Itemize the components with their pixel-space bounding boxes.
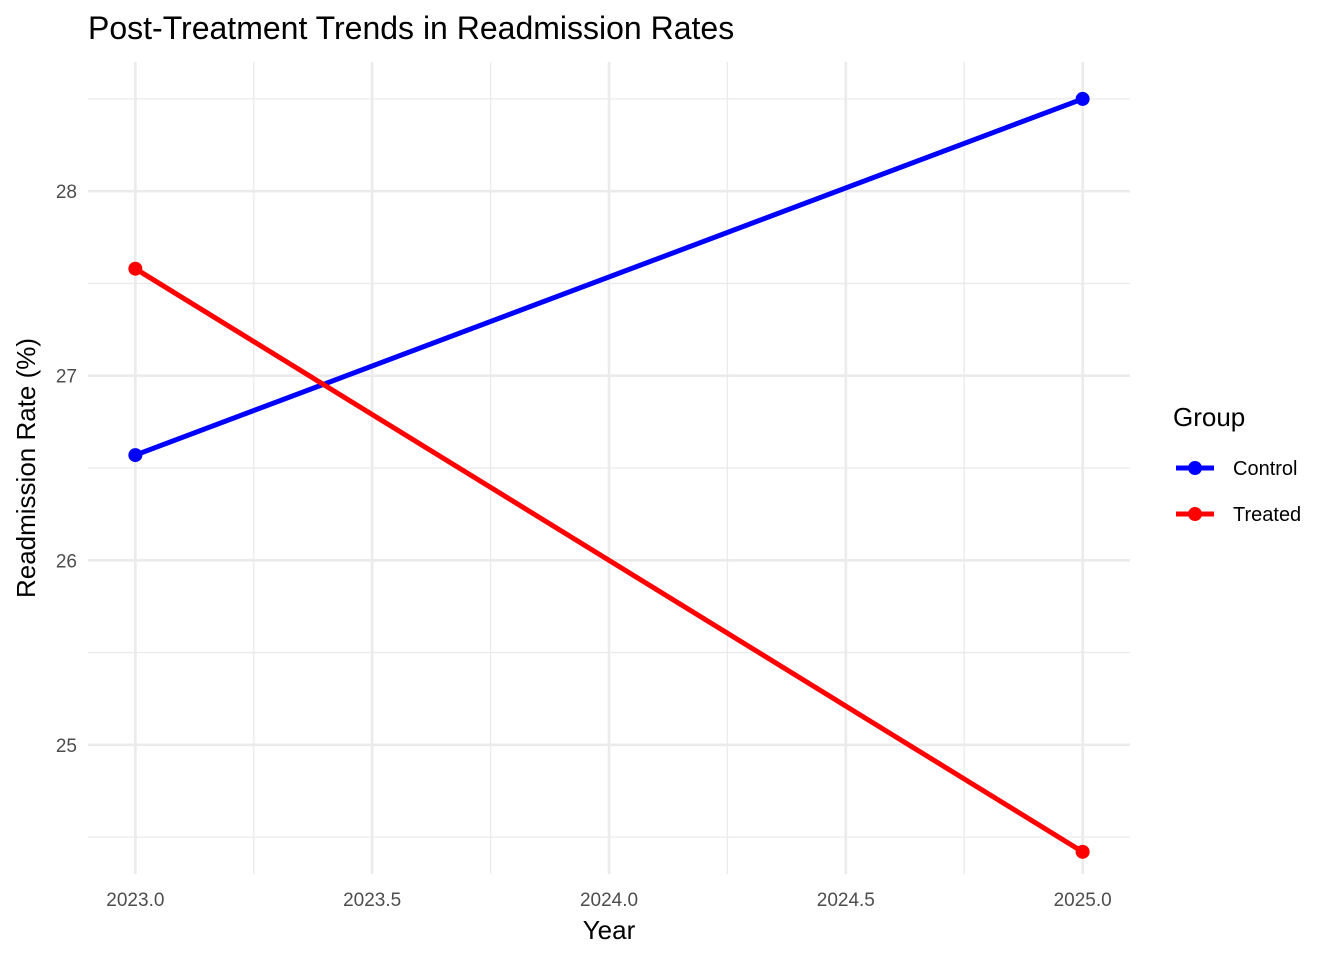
y-axis-ticks: 25 26 27 28: [56, 182, 77, 757]
data-point-treated: [1075, 844, 1090, 859]
x-tick-label: 2025.0: [1054, 890, 1112, 911]
series-line-control: [134, 96, 1084, 458]
data-point-control: [1075, 91, 1090, 106]
x-axis-title: Year: [583, 915, 636, 945]
x-tick-label: 2024.0: [580, 890, 638, 911]
y-axis-title: Readmission Rate (%): [11, 338, 41, 598]
y-tick-label: 26: [56, 551, 77, 572]
legend: Group Control Treated: [1173, 402, 1301, 526]
legend-item-treated: Treated: [1176, 504, 1301, 526]
x-tick-label: 2024.5: [817, 890, 875, 911]
x-axis-ticks: 2023.0 2023.5 2024.0 2024.5 2025.0: [106, 890, 1111, 911]
legend-key-point: [1188, 507, 1202, 521]
legend-label: Treated: [1233, 504, 1301, 526]
plot-area: [128, 91, 1090, 859]
legend-label: Control: [1233, 458, 1297, 480]
data-point-control: [128, 448, 143, 463]
grid: [88, 62, 1130, 874]
legend-key-point: [1188, 461, 1202, 475]
y-tick-label: 27: [56, 367, 77, 388]
legend-item-control: Control: [1176, 458, 1297, 480]
data-point-treated: [128, 261, 143, 276]
x-tick-label: 2023.5: [343, 890, 401, 911]
y-tick-label: 25: [56, 736, 77, 757]
series-line-treated: [134, 266, 1084, 854]
x-tick-label: 2023.0: [106, 890, 164, 911]
y-tick-label: 28: [56, 182, 77, 203]
legend-title: Group: [1173, 402, 1245, 432]
chart-title: Post-Treatment Trends in Readmission Rat…: [88, 10, 734, 46]
